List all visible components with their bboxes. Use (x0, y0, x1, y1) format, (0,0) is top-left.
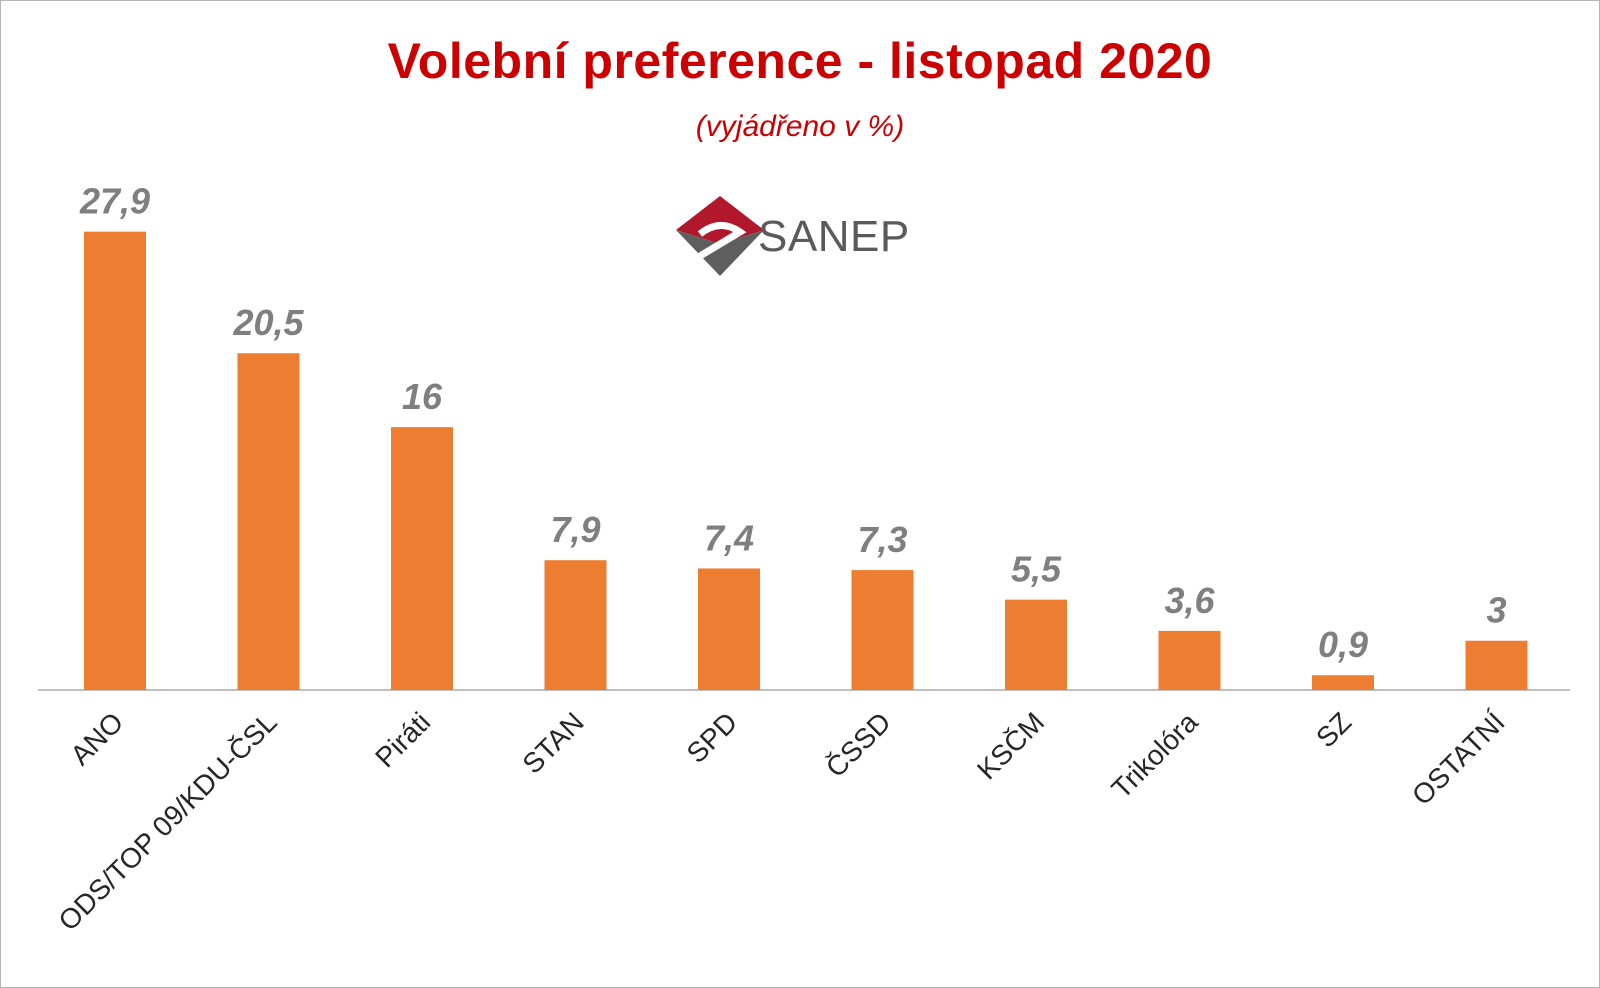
value-label-4: 7,4 (704, 517, 754, 558)
category-label-9: OSTATNÍ (1406, 706, 1511, 811)
bar-3 (544, 560, 607, 690)
category-label-3: STAN (516, 706, 589, 779)
value-label-9: 3 (1486, 590, 1506, 631)
category-label-0: ANO (64, 706, 129, 771)
value-label-8: 0,9 (1318, 624, 1368, 665)
bar-6 (1005, 599, 1067, 690)
chart-subtitle: (vyjádřeno v %) (695, 110, 905, 143)
bar-8 (1312, 675, 1374, 690)
bar-7 (1158, 630, 1221, 690)
bar-0 (84, 231, 146, 690)
value-label-3: 7,9 (550, 509, 600, 550)
bar-1 (237, 353, 300, 690)
category-label-2: Piráti (369, 706, 436, 773)
logo-text: SANEP (758, 212, 910, 261)
chart-title: Volební preference - listopad 2020 (387, 33, 1213, 89)
bar-5 (851, 570, 914, 690)
bar-2 (391, 427, 453, 690)
value-label-6: 5,5 (1011, 549, 1062, 590)
value-label-0: 27,9 (79, 181, 150, 222)
bar-9 (1465, 640, 1528, 690)
category-label-5: ČSSD (820, 706, 897, 783)
category-label-8: SZ (1310, 706, 1357, 753)
category-label-6: KSČM (971, 706, 1050, 785)
bar-4 (698, 568, 760, 690)
value-label-2: 16 (402, 376, 443, 417)
value-label-1: 20,5 (232, 302, 304, 343)
category-label-7: Trikolóra (1106, 706, 1204, 804)
sanep-diamond-logo-icon (676, 196, 764, 276)
value-label-7: 3,6 (1164, 580, 1215, 621)
category-label-4: SPD (681, 706, 744, 769)
value-label-5: 7,3 (857, 519, 907, 560)
